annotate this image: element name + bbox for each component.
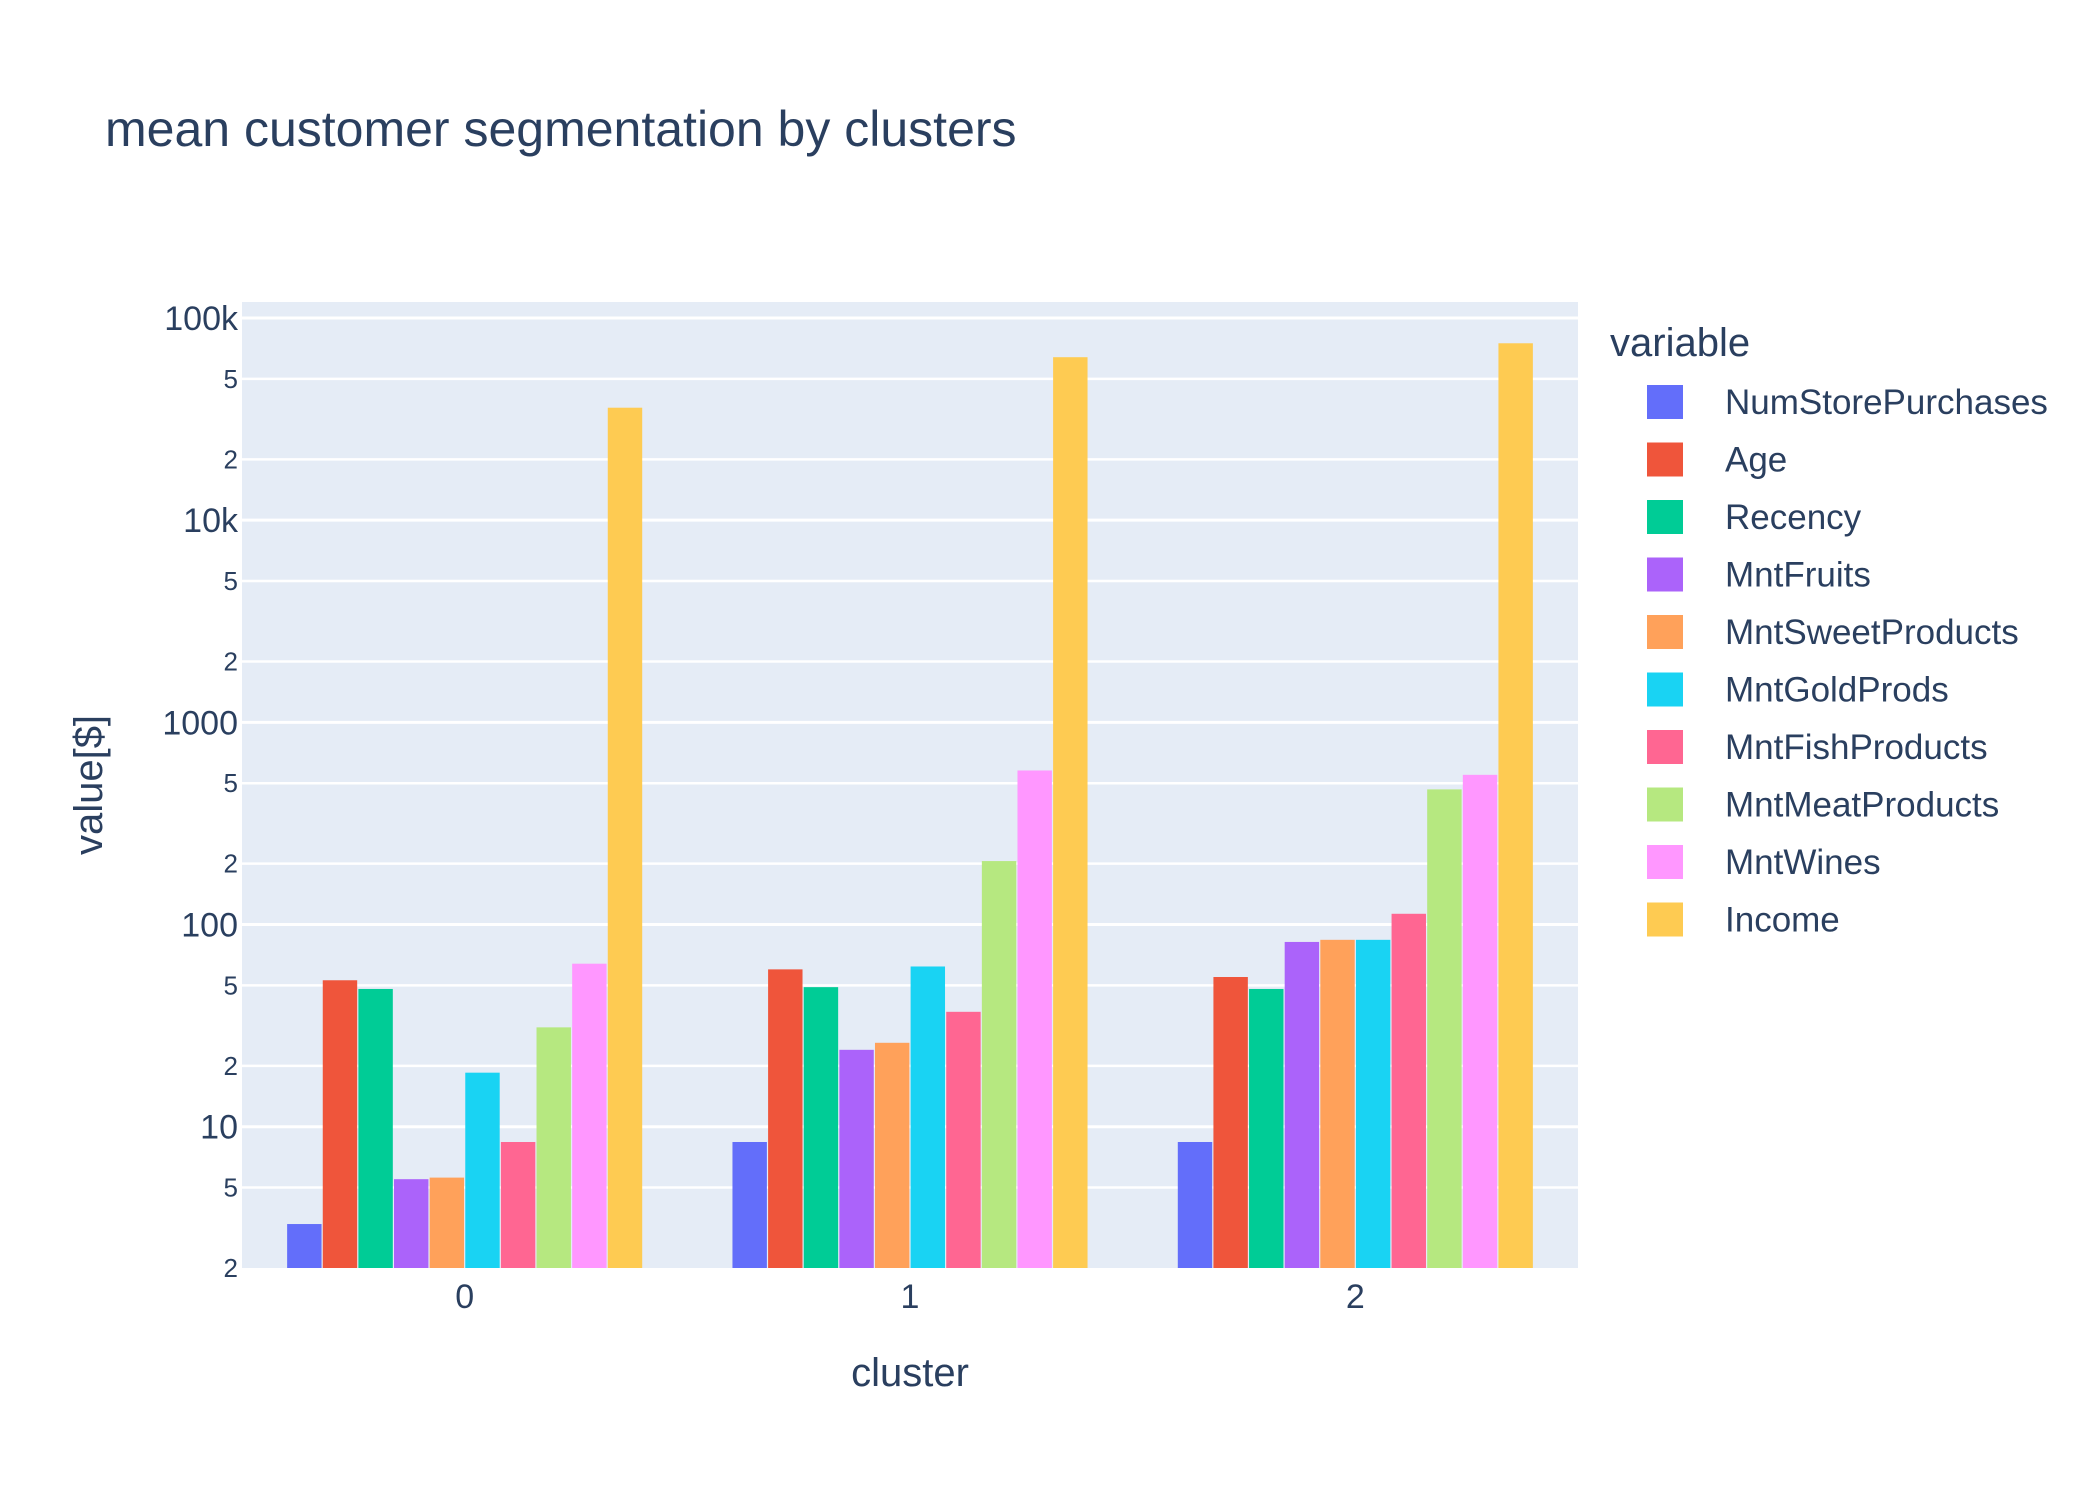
legend-label[interactable]: Recency (1725, 498, 1862, 537)
y-axis-title: value[$] (67, 715, 111, 855)
bar-Age-cluster-0[interactable] (322, 980, 358, 1268)
bar-MntFishProducts-cluster-2[interactable] (1391, 913, 1426, 1268)
y-tick-label: 5 (224, 768, 238, 798)
y-tick-label: 5 (224, 970, 238, 1000)
bar-MntGoldProds-cluster-0[interactable] (465, 1072, 500, 1268)
legend-label[interactable]: MntWines (1725, 843, 1881, 882)
y-tick-label: 2 (224, 1253, 238, 1283)
y-tick-label: 1000 (162, 704, 238, 742)
legend-label[interactable]: MntMeatProducts (1725, 786, 1999, 825)
y-tick-label: 2 (224, 646, 238, 676)
bar-MntFishProducts-cluster-0[interactable] (500, 1141, 536, 1268)
bar-MntGoldProds-cluster-1[interactable] (910, 966, 946, 1268)
bar-MntFruits-cluster-0[interactable] (394, 1179, 429, 1268)
bar-NumStorePurchases-cluster-0[interactable] (287, 1224, 322, 1268)
bar-MntSweetProducts-cluster-1[interactable] (874, 1042, 910, 1268)
bar-Recency-cluster-1[interactable] (803, 987, 839, 1268)
legend-swatch[interactable] (1647, 672, 1683, 707)
legend-swatch[interactable] (1647, 500, 1683, 534)
x-axis-title: cluster (851, 1351, 969, 1395)
y-tick-label: 100k (164, 300, 239, 338)
x-axis-ticks: 0 1 2 (455, 1278, 1365, 1316)
bar-MntSweetProducts-cluster-2[interactable] (1320, 939, 1355, 1268)
bar-Age-cluster-2[interactable] (1213, 977, 1248, 1268)
bars (287, 343, 1533, 1269)
grid-lines (242, 316, 1578, 1189)
legend-swatch[interactable] (1647, 557, 1683, 592)
legend-label[interactable]: Income (1725, 901, 1840, 940)
bar-MntMeatProducts-cluster-0[interactable] (536, 1027, 571, 1268)
legend-label[interactable]: MntFishProducts (1725, 728, 1988, 767)
bar-MntMeatProducts-cluster-1[interactable] (981, 861, 1017, 1268)
legend-label[interactable]: MntGoldProds (1725, 671, 1949, 710)
y-tick-label: 10 (200, 1109, 238, 1147)
legend-swatch[interactable] (1647, 730, 1683, 764)
x-tick-label: 1 (901, 1278, 920, 1316)
y-tick-label: 5 (224, 364, 238, 394)
x-tick-label: 0 (455, 1278, 474, 1316)
bar-MntFruits-cluster-1[interactable] (839, 1049, 874, 1268)
bar-Age-cluster-1[interactable] (768, 969, 803, 1268)
y-tick-label: 100 (181, 907, 238, 945)
bar-NumStorePurchases-cluster-2[interactable] (1177, 1141, 1213, 1268)
y-tick-label: 2 (224, 1051, 238, 1081)
legend-label[interactable]: MntFruits (1725, 556, 1871, 595)
y-tick-label: 10k (183, 502, 239, 540)
bar-MntGoldProds-cluster-2[interactable] (1355, 939, 1391, 1268)
bar-MntWines-cluster-1[interactable] (1017, 770, 1052, 1268)
y-tick-label: 2 (224, 444, 238, 474)
bar-MntSweetProducts-cluster-0[interactable] (429, 1177, 465, 1268)
y-tick-label: 2 (224, 849, 238, 879)
y-tick-label: 5 (224, 1173, 238, 1203)
y-axis-ticks: 10 100 1000 10k 100k 2 5 2 5 2 5 2 5 2 5 (162, 300, 239, 1283)
legend[interactable]: NumStorePurchases Age Recency MntFruits MntS… (1647, 383, 2048, 940)
legend-label[interactable]: Age (1725, 441, 1787, 480)
y-tick-label: 5 (224, 566, 238, 596)
bar-Income-cluster-0[interactable] (607, 407, 643, 1268)
legend-swatch[interactable] (1647, 615, 1683, 649)
bar-MntWines-cluster-0[interactable] (572, 963, 607, 1268)
legend-label[interactable]: NumStorePurchases (1725, 383, 2048, 422)
chart-title: mean customer segmentation by clusters (105, 101, 1017, 157)
bar-Income-cluster-2[interactable] (1498, 343, 1533, 1269)
legend-swatch[interactable] (1647, 442, 1683, 477)
bar-MntFishProducts-cluster-1[interactable] (946, 1011, 981, 1268)
legend-label[interactable]: MntSweetProducts (1725, 613, 2019, 652)
bar-Income-cluster-1[interactable] (1053, 357, 1088, 1268)
legend-swatch[interactable] (1647, 902, 1683, 937)
bar-MntMeatProducts-cluster-2[interactable] (1427, 789, 1462, 1268)
bar-Recency-cluster-0[interactable] (358, 988, 393, 1268)
legend-swatch[interactable] (1647, 845, 1683, 879)
plot-area (242, 302, 1578, 1268)
legend-swatch[interactable] (1647, 385, 1683, 419)
legend-swatch[interactable] (1647, 787, 1683, 822)
bar-MntWines-cluster-2[interactable] (1462, 774, 1498, 1268)
bar-Recency-cluster-2[interactable] (1249, 988, 1284, 1268)
x-tick-label: 2 (1346, 1278, 1365, 1316)
bar-NumStorePurchases-cluster-1[interactable] (732, 1141, 767, 1268)
legend-title: variable (1610, 321, 1750, 365)
bar-MntFruits-cluster-2[interactable] (1284, 941, 1320, 1268)
